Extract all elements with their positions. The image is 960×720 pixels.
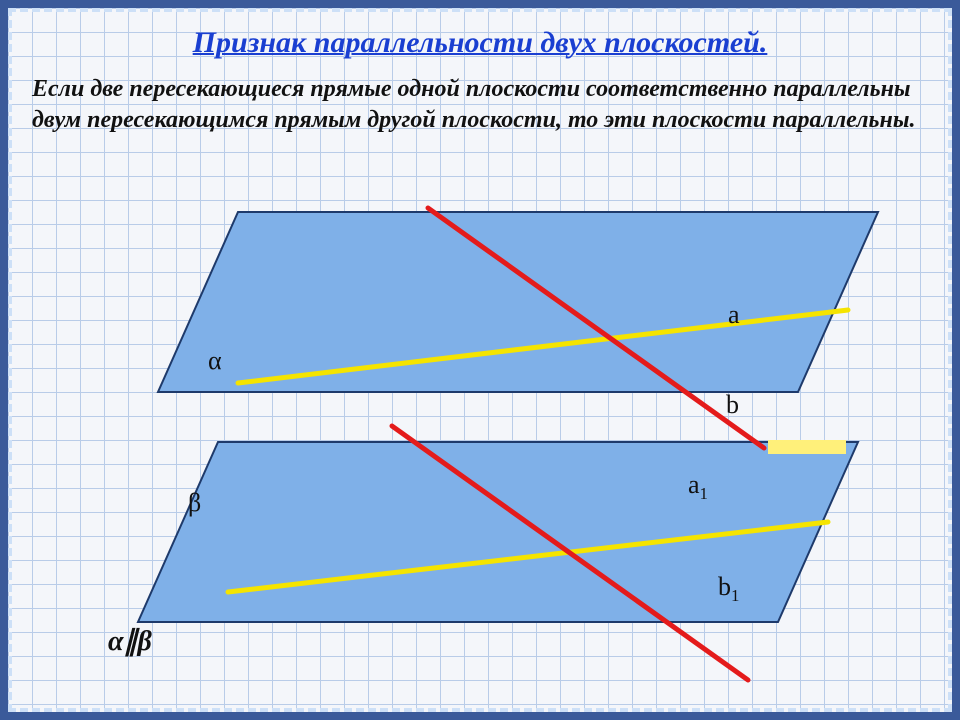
label-a: a: [728, 300, 740, 330]
plane-alpha: [158, 212, 878, 392]
label-b: b: [726, 390, 739, 420]
theorem-text: Если две пересекающиеся прямые одной пло…: [32, 74, 928, 136]
label-conclusion: α∥β: [108, 624, 152, 658]
label-beta: β: [188, 488, 201, 518]
label-a1: a1: [688, 470, 708, 504]
page-title: Признак параллельности двух плоскостей.: [32, 26, 928, 60]
label-b1: b1: [718, 572, 739, 606]
diagram: α β a b a1 b1 α∥β: [8, 192, 952, 712]
label-alpha: α: [208, 346, 222, 376]
slide-content: Признак параллельности двух плоскостей. …: [8, 8, 952, 712]
highlight-rect: [768, 440, 846, 454]
